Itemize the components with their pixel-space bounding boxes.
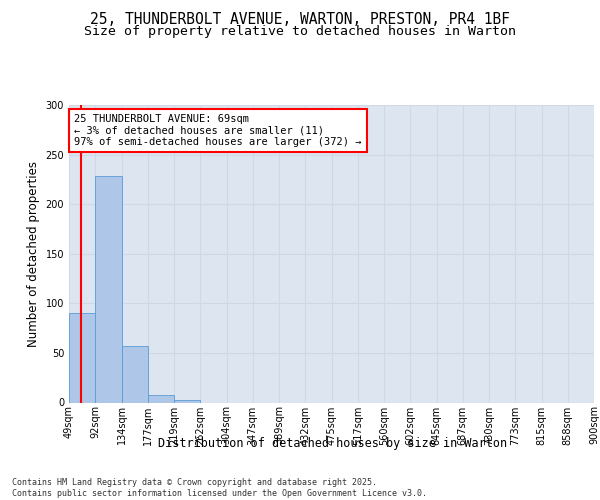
Bar	[69, 313, 95, 402]
Y-axis label: Number of detached properties: Number of detached properties	[27, 161, 40, 347]
Text: Distribution of detached houses by size in Warton: Distribution of detached houses by size …	[158, 438, 508, 450]
Text: 25 THUNDERBOLT AVENUE: 69sqm
← 3% of detached houses are smaller (11)
97% of sem: 25 THUNDERBOLT AVENUE: 69sqm ← 3% of det…	[74, 114, 362, 147]
Bar	[174, 400, 200, 402]
Bar	[95, 176, 121, 402]
Text: Size of property relative to detached houses in Warton: Size of property relative to detached ho…	[84, 25, 516, 38]
Text: Contains HM Land Registry data © Crown copyright and database right 2025.
Contai: Contains HM Land Registry data © Crown c…	[12, 478, 427, 498]
Bar	[121, 346, 148, 403]
Bar	[148, 394, 174, 402]
Text: 25, THUNDERBOLT AVENUE, WARTON, PRESTON, PR4 1BF: 25, THUNDERBOLT AVENUE, WARTON, PRESTON,…	[90, 12, 510, 28]
